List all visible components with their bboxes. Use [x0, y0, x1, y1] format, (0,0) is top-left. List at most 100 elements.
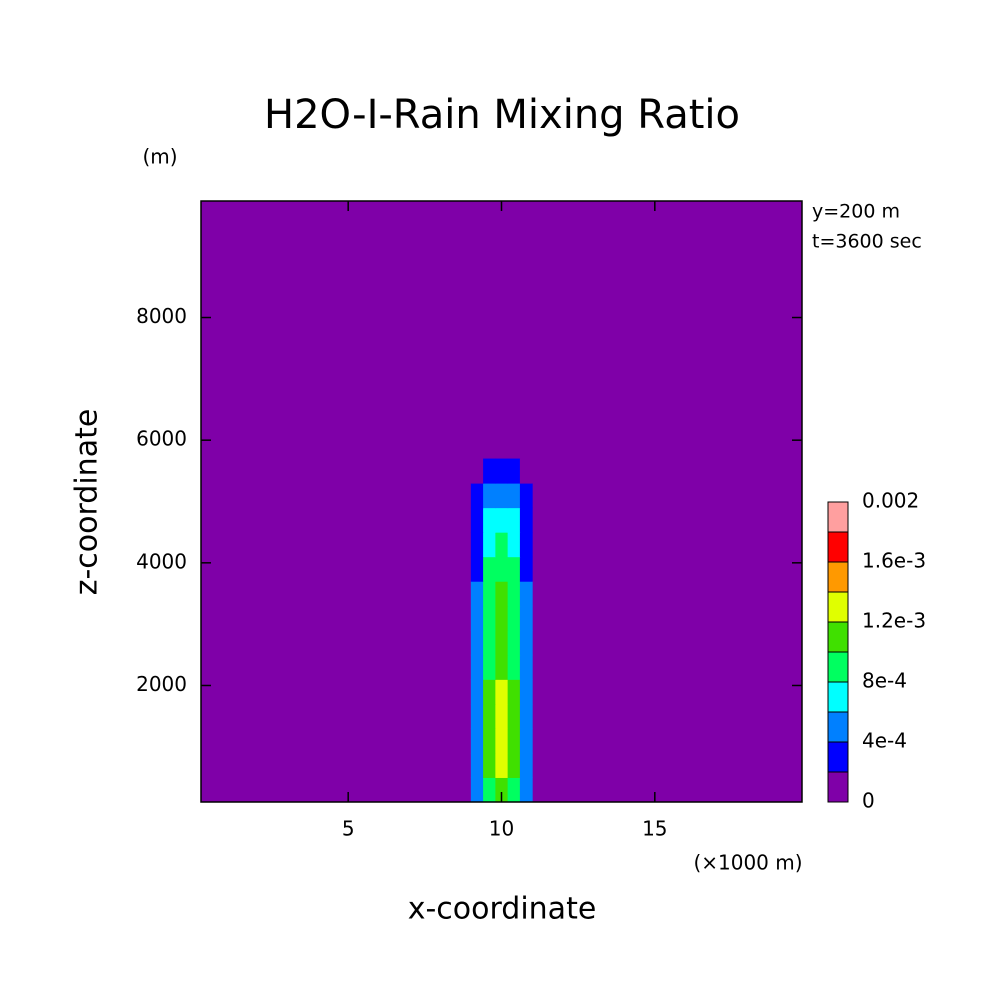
field-cell [470, 458, 484, 484]
field-cell [519, 752, 533, 778]
field-cell [519, 728, 533, 754]
field-cell [495, 556, 509, 582]
field-cell [470, 703, 484, 729]
colorbar-tick-label: 4e-4 [862, 729, 907, 753]
field-cell [507, 458, 521, 484]
field-cell [483, 532, 496, 558]
colorbar-swatch [827, 621, 849, 653]
field-cell [483, 507, 496, 533]
y-tick-label: 2000 [136, 672, 187, 696]
field-cell [519, 532, 533, 558]
field-cell [483, 679, 496, 705]
field-cell [495, 581, 509, 607]
field-cell [495, 507, 509, 533]
field-cell [519, 507, 533, 533]
field-cell [507, 679, 521, 705]
field-cell [483, 630, 496, 656]
y-tick-label: 6000 [136, 427, 187, 451]
field-cell [495, 605, 509, 631]
colorbar-tick-label: 1.6e-3 [862, 549, 926, 573]
y-unit: (m) [142, 145, 177, 169]
field-cell [470, 532, 484, 558]
field-cell [507, 703, 521, 729]
x-axis-label: x-coordinate [408, 892, 597, 927]
field-cell [519, 556, 533, 582]
field-cell [470, 777, 484, 803]
field-cell [519, 581, 533, 607]
field-cell [507, 507, 521, 533]
field-cell [519, 483, 533, 509]
field-cell [470, 728, 484, 754]
field-cell [507, 556, 521, 582]
field-cell [470, 654, 484, 680]
field-cell [519, 777, 533, 803]
field-cell [519, 630, 533, 656]
field-cell [495, 458, 509, 484]
field-cell [483, 752, 496, 778]
field-cell [483, 703, 496, 729]
colorbar-swatch [827, 681, 849, 713]
field-cell [495, 752, 509, 778]
field-cell [507, 728, 521, 754]
y-tick-label: 4000 [136, 549, 187, 573]
colorbar-swatch [827, 501, 849, 533]
chart-title: H2O-I-Rain Mixing Ratio [264, 92, 740, 138]
y-axis-label: z-coordinate [70, 409, 105, 596]
field-cell [507, 777, 521, 803]
field-cell [470, 752, 484, 778]
field-cell [495, 703, 509, 729]
field-cell [495, 630, 509, 656]
field-cell [507, 581, 521, 607]
colorbar-swatch [827, 531, 849, 563]
field-cell [470, 483, 484, 509]
field-cell [495, 654, 509, 680]
colorbar-tick-label: 0.002 [862, 489, 919, 513]
colorbar-swatch [827, 561, 849, 593]
field-cell [507, 654, 521, 680]
colorbar-tick-label: 1.2e-3 [862, 609, 926, 633]
y-tick-label: 8000 [136, 304, 187, 328]
colorbar-swatch [827, 651, 849, 683]
annotation: t=3600 sec [812, 231, 922, 253]
colorbar-tick-label: 0 [862, 789, 875, 813]
field-cell [507, 532, 521, 558]
colorbar-swatch [827, 591, 849, 623]
field-cell [470, 679, 484, 705]
field-cell [507, 752, 521, 778]
field-cell [483, 605, 496, 631]
field-cell [495, 679, 509, 705]
colorbar-swatch [827, 771, 849, 803]
field-cell [495, 483, 509, 509]
field-cell [470, 581, 484, 607]
field-cell [483, 458, 496, 484]
field-cell [507, 630, 521, 656]
annotation: y=200 m [812, 201, 900, 223]
field-cell [519, 654, 533, 680]
colorbar-swatch [827, 711, 849, 743]
field-cell [470, 507, 484, 533]
field-cell [483, 728, 496, 754]
field-cell [495, 777, 509, 803]
field-cell [470, 605, 484, 631]
field-cell [495, 532, 509, 558]
x-unit: (×1000 m) [693, 851, 802, 875]
field-cell [483, 777, 496, 803]
x-tick-label: 15 [642, 817, 667, 841]
field-cell [470, 630, 484, 656]
field-cell [483, 483, 496, 509]
x-tick-label: 5 [342, 817, 355, 841]
field-cell [519, 458, 533, 484]
colorbar-tick-label: 8e-4 [862, 669, 907, 693]
field-cell [507, 605, 521, 631]
field-cell [519, 703, 533, 729]
field-cell [507, 483, 521, 509]
field-cell [495, 728, 509, 754]
field-cell [483, 556, 496, 582]
x-tick-label: 10 [489, 817, 514, 841]
field-cell [519, 605, 533, 631]
field-cell [519, 679, 533, 705]
colorbar-swatch [827, 741, 849, 773]
field-cell [470, 556, 484, 582]
field-cell [483, 654, 496, 680]
